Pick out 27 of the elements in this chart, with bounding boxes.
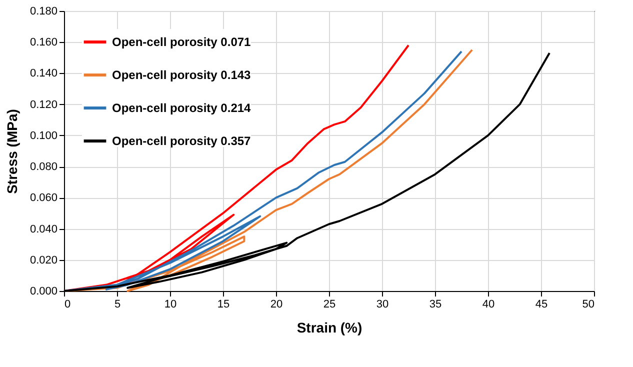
- y-tick-label: 0.100: [30, 130, 58, 142]
- y-tick-label: 0.080: [30, 161, 58, 174]
- x-tick-label: 35: [429, 298, 442, 310]
- legend-label: Open-cell porosity 0.071: [112, 35, 252, 49]
- legend-label: Open-cell porosity 0.357: [112, 134, 252, 148]
- x-tick-label: 0: [64, 298, 71, 310]
- y-tick-label: 0.120: [30, 98, 58, 111]
- x-tick-label: 5: [114, 298, 121, 310]
- y-tick-label: 0.140: [30, 68, 58, 80]
- x-axis-title: Strain (%): [296, 320, 362, 336]
- x-tick-label: 30: [376, 298, 389, 310]
- x-tick-label: 10: [164, 298, 177, 310]
- y-tick-label: 0.160: [30, 36, 58, 49]
- y-tick-label: 0.000: [30, 286, 58, 298]
- y-tick-label: 0.040: [30, 223, 58, 236]
- legend-label: Open-cell porosity 0.214: [112, 101, 252, 115]
- legend-label: Open-cell porosity 0.143: [112, 68, 252, 82]
- x-tick-label: 50: [582, 298, 594, 310]
- x-tick-label: 45: [535, 298, 548, 310]
- y-tick-label: 0.060: [30, 192, 58, 204]
- x-tick-label: 20: [270, 298, 283, 310]
- y-tick-label: 0.020: [30, 254, 58, 266]
- x-tick-label: 15: [217, 298, 230, 310]
- y-axis-title: Stress (MPa): [4, 109, 20, 194]
- x-tick-label: 40: [482, 298, 495, 310]
- x-tick-label: 25: [323, 298, 336, 310]
- y-tick-label: 0.180: [30, 6, 58, 18]
